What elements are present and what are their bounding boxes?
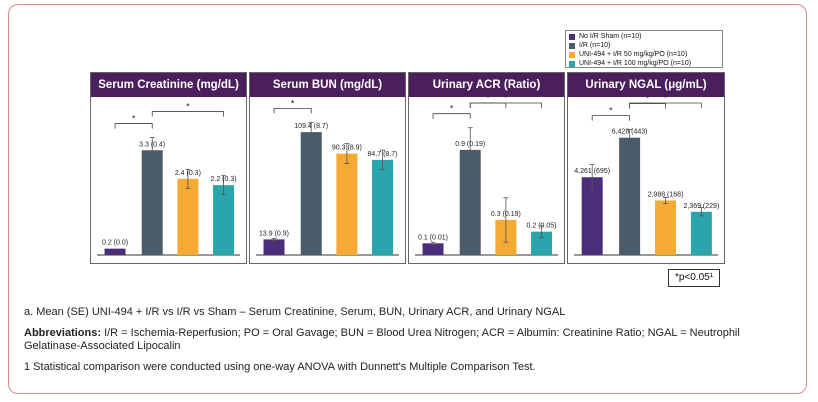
data-label: 2,988 (168) <box>648 191 684 198</box>
panel-title: Urinary NGAL (μg/mL) <box>568 73 724 97</box>
significance-star: * <box>664 97 668 103</box>
chart-panel-urinary-acr: Urinary ACR (Ratio) 0.1 (0.01) 0.9 (0.19)… <box>408 72 565 264</box>
bar <box>422 243 444 255</box>
chart-svg: 13.9 (0.9) 109.4 (8.7) 90.3 (8.9) 84.7 (8.7… <box>256 98 399 256</box>
bar <box>104 248 126 255</box>
footnote-statistics: 1 Statistical comparison were conducted … <box>24 361 536 373</box>
data-label: 0.3 (0.19) <box>491 211 521 218</box>
bar <box>300 132 322 255</box>
bar <box>263 239 285 255</box>
significance-star: * <box>132 114 136 124</box>
data-label: 0.1 (0.01) <box>418 234 448 241</box>
legend-swatch <box>569 42 575 49</box>
data-label: 2,369 (229) <box>683 203 719 210</box>
chart-svg: 0.2 (0.0) 3.3 (0.4) 2.4 (0.3) 2.2 (0.3) * * <box>97 102 240 256</box>
panel-title: Serum Creatinine (mg/dL) <box>91 73 246 97</box>
significance-star: * <box>186 102 190 112</box>
data-label: 109.4 (8.7) <box>294 123 328 130</box>
bar <box>619 137 641 255</box>
legend-item: UNI-494 + I/R 100 mg/kg/PO (n=10) <box>569 59 719 68</box>
significance-note: *p<0.05¹ <box>668 269 720 287</box>
legend-label: I/R (n=10) <box>579 42 611 49</box>
chart-legend: No I/R Sham (n=10) I/R (n=10) UNI-494 + … <box>565 30 723 68</box>
legend-item: No I/R Sham (n=10) <box>569 32 719 41</box>
data-label: 0.2 (0.0) <box>102 240 128 247</box>
bar <box>655 200 676 255</box>
abbreviations-text: I/R = Ischemia-Reperfusion; PO = Oral Ga… <box>24 327 740 352</box>
significance-bracket <box>151 111 224 117</box>
bar <box>531 231 553 255</box>
data-label: 0.2 (0.05) <box>527 223 557 230</box>
abbreviations-label: Abbreviations: <box>24 327 102 339</box>
bar <box>141 150 163 255</box>
data-label: 90.3 (8.9) <box>332 145 362 152</box>
significance-star: * <box>291 98 295 108</box>
chart-panel-serum-creatinine: Serum Creatinine (mg/dL) 0.2 (0.0) 3.3 (0… <box>90 72 247 264</box>
bar <box>177 178 199 255</box>
chart-svg: 0.1 (0.01) 0.9 (0.19) 0.3 (0.19) 0.2 (0.05)… <box>415 97 558 256</box>
legend-label: No I/R Sham (n=10) <box>579 33 642 40</box>
panel-title: Urinary ACR (Ratio) <box>409 73 564 97</box>
footnote-a: a. Mean (SE) UNI-494 + I/R vs I/R vs Sha… <box>24 306 566 318</box>
legend-swatch <box>569 60 575 67</box>
legend-swatch <box>569 51 575 58</box>
chart-panel-serum-bun: Serum BUN (mg/dL) 13.9 (0.9) 109.4 (8.7) 9… <box>249 72 406 264</box>
panel-title: Serum BUN (mg/dL) <box>250 73 405 97</box>
legend-item: UNI-494 + I/R 50 mg/kg/PO (n=10) <box>569 50 719 59</box>
bar <box>581 177 603 255</box>
significance-bracket <box>273 107 312 114</box>
bar <box>690 211 712 255</box>
significance-star: * <box>646 97 650 104</box>
legend-swatch <box>569 33 575 40</box>
footnote-abbreviations: Abbreviations: I/R = Ischemia-Reperfusio… <box>24 327 794 353</box>
chart-svg: 4,261 (695) 6,428 (443) 2,988 (168) 2,369 (… <box>574 97 719 256</box>
data-label: 84.7 (8.7) <box>368 151 398 158</box>
significance-star: * <box>504 97 508 103</box>
significance-star: * <box>486 97 490 103</box>
bar <box>459 149 481 255</box>
data-label: 2.4 (0.3) <box>175 170 201 177</box>
data-label: 0.9 (0.19) <box>455 141 485 148</box>
significance-bracket <box>469 102 542 108</box>
data-label: 4,261 (695) <box>574 168 610 175</box>
chart-panel-urinary-ngal: Urinary NGAL (μg/mL) 4,261 (695) 6,428 (4… <box>567 72 725 264</box>
data-label: 2.2 (0.3) <box>210 176 236 183</box>
significance-bracket <box>629 103 666 109</box>
legend-item: I/R (n=10) <box>569 41 719 50</box>
bar <box>213 185 235 255</box>
data-label: 6,428 (443) <box>612 129 648 136</box>
significance-bracket <box>114 123 153 129</box>
significance-bracket <box>432 113 471 119</box>
significance-bracket <box>591 115 631 121</box>
data-label: 13.9 (0.9) <box>259 230 289 237</box>
bar <box>336 153 358 255</box>
legend-label: UNI-494 + I/R 100 mg/kg/PO (n=10) <box>579 60 692 67</box>
bar <box>372 159 394 255</box>
significance-star: * <box>609 106 613 116</box>
footnotes: a. Mean (SE) UNI-494 + I/R vs I/R vs Sha… <box>24 306 794 382</box>
data-label: 3.3 (0.4) <box>139 141 165 148</box>
significance-star: * <box>450 104 454 114</box>
significance-bracket <box>629 102 702 108</box>
legend-label: UNI-494 + I/R 50 mg/kg/PO (n=10) <box>579 51 688 58</box>
significance-bracket <box>469 102 507 108</box>
